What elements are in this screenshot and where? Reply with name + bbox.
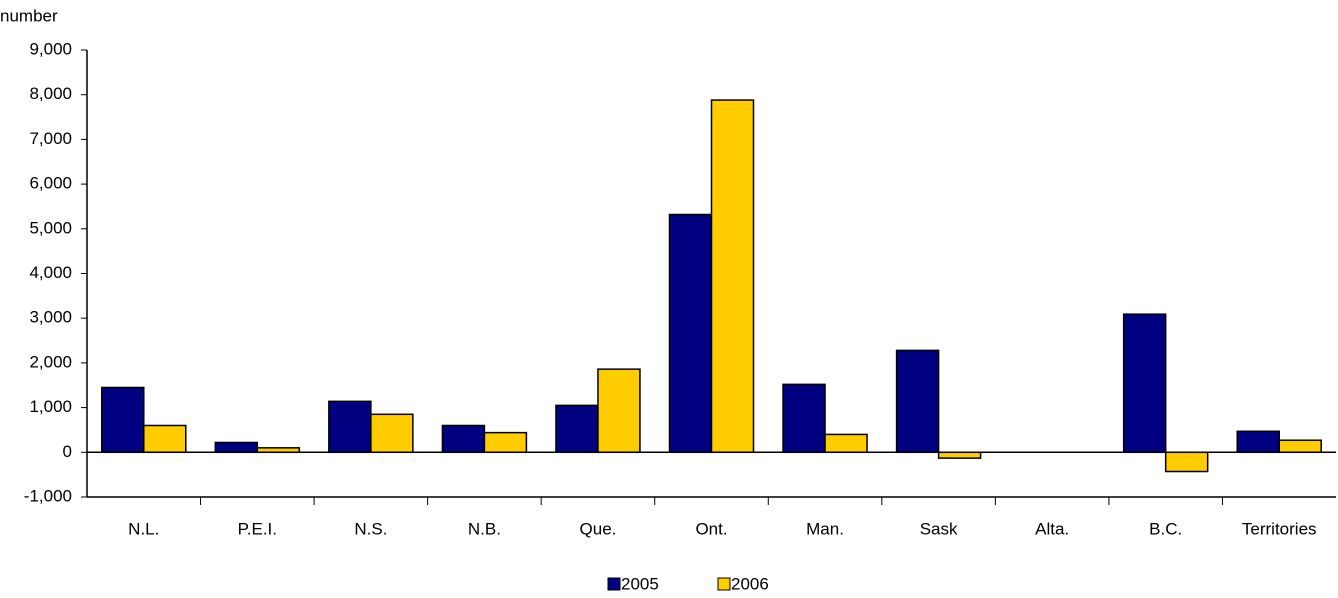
x-tick-label: Que. <box>580 519 617 538</box>
x-tick-label: P.E.I. <box>238 519 277 538</box>
bar <box>1278 439 1322 454</box>
y-tick-label: 0 <box>63 442 72 461</box>
bar <box>1122 313 1167 454</box>
y-tick-label: 6,000 <box>29 174 72 193</box>
x-tick-label: Man. <box>806 519 844 538</box>
bar <box>370 413 414 454</box>
y-tick-label: 1,000 <box>29 397 72 416</box>
x-tick-label: Territories <box>1242 519 1317 538</box>
y-tick-label: 2,000 <box>29 352 72 371</box>
bar <box>143 424 187 454</box>
bar <box>710 99 755 454</box>
bar <box>1236 430 1280 454</box>
legend-label: 2006 <box>731 574 769 593</box>
bar <box>782 383 826 454</box>
bar <box>441 424 486 454</box>
bar <box>597 368 641 454</box>
bar <box>328 400 372 454</box>
bar <box>937 451 982 459</box>
x-tick-label: N.S. <box>354 519 387 538</box>
y-tick-label: 8,000 <box>29 84 72 103</box>
x-tick-label: N.B. <box>468 519 501 538</box>
legend-swatch <box>717 577 731 591</box>
x-tick-label: Alta. <box>1035 519 1069 538</box>
bar <box>1164 451 1209 473</box>
y-tick-label: 9,000 <box>29 39 72 58</box>
bar <box>101 386 145 454</box>
bar <box>555 404 599 454</box>
y-tick-label: 7,000 <box>29 129 72 148</box>
y-axis-label: number <box>0 6 58 25</box>
x-tick-label: Sask <box>920 519 958 538</box>
bar <box>483 431 528 454</box>
y-tick-label: -1,000 <box>24 486 72 505</box>
legend-swatch <box>607 577 621 591</box>
x-tick-label: Ont. <box>695 519 727 538</box>
y-tick-label: 4,000 <box>29 263 72 282</box>
y-tick-label: 3,000 <box>29 308 72 327</box>
x-tick-label: N.L. <box>128 519 159 538</box>
legend-label: 2005 <box>621 574 659 593</box>
bar <box>668 213 713 454</box>
bar <box>895 349 940 454</box>
bar <box>214 441 259 454</box>
x-tick-label: B.C. <box>1149 519 1182 538</box>
y-tick-label: 5,000 <box>29 218 72 237</box>
bar <box>824 433 868 454</box>
